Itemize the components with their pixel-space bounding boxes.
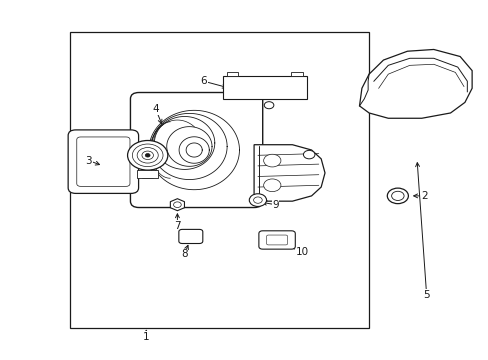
Bar <box>69 32 368 328</box>
Circle shape <box>263 179 280 192</box>
Text: 4: 4 <box>152 104 159 114</box>
Circle shape <box>249 194 266 207</box>
Text: 5: 5 <box>423 290 429 300</box>
Circle shape <box>386 188 407 204</box>
Text: 7: 7 <box>174 221 181 231</box>
Text: 3: 3 <box>85 156 92 166</box>
Circle shape <box>173 202 181 207</box>
Circle shape <box>303 150 314 159</box>
Text: 6: 6 <box>200 76 206 86</box>
Circle shape <box>264 102 273 109</box>
Circle shape <box>145 154 150 157</box>
Text: 9: 9 <box>272 200 278 210</box>
Text: 10: 10 <box>295 247 308 257</box>
FancyBboxPatch shape <box>179 229 203 243</box>
FancyBboxPatch shape <box>258 231 295 249</box>
Bar <box>137 170 158 178</box>
Bar <box>226 72 238 76</box>
Bar <box>291 72 303 76</box>
FancyBboxPatch shape <box>130 93 262 207</box>
Bar <box>223 76 306 99</box>
Polygon shape <box>170 199 184 211</box>
Polygon shape <box>254 145 325 201</box>
Circle shape <box>263 154 280 167</box>
Text: 2: 2 <box>420 191 427 201</box>
Text: 8: 8 <box>181 249 187 259</box>
Circle shape <box>127 140 167 170</box>
FancyBboxPatch shape <box>68 130 138 193</box>
Text: 1: 1 <box>142 332 149 342</box>
Polygon shape <box>359 49 471 118</box>
